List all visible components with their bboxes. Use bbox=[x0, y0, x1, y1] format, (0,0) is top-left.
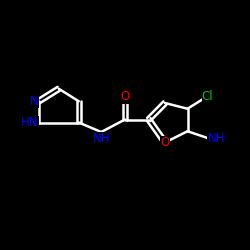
Text: N: N bbox=[30, 95, 39, 108]
Text: HN: HN bbox=[21, 116, 39, 129]
Text: NH: NH bbox=[92, 132, 110, 145]
Text: O: O bbox=[160, 136, 170, 149]
Text: NH: NH bbox=[208, 132, 225, 144]
Text: O: O bbox=[120, 90, 130, 104]
Text: Cl: Cl bbox=[202, 90, 213, 103]
